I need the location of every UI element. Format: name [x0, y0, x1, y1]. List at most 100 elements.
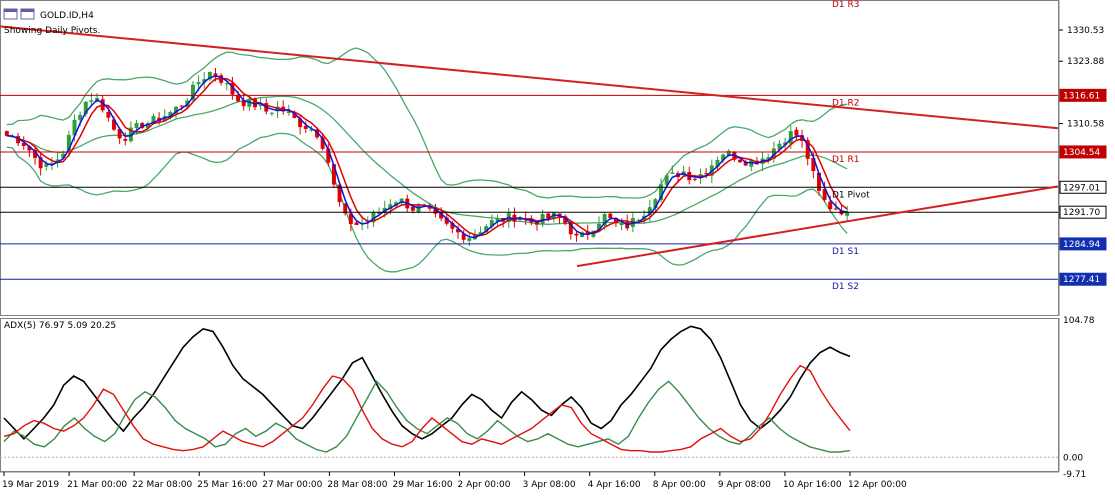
- candle-body: [377, 212, 382, 214]
- candle-body: [348, 213, 353, 224]
- candle-body: [664, 175, 669, 185]
- candle-body: [811, 157, 816, 172]
- candle-body: [399, 198, 404, 204]
- time-axis-label: 28 Mar 08:00: [327, 480, 387, 490]
- time-axis-label: 12 Apr 00:00: [848, 480, 907, 490]
- pivot-name: D1 S2: [832, 282, 859, 292]
- candle-body: [89, 100, 94, 102]
- candle-body: [771, 148, 776, 159]
- candle-body: [777, 143, 782, 150]
- candle-body: [704, 173, 709, 175]
- candle-body: [117, 129, 122, 139]
- candle-body: [258, 103, 263, 106]
- candle-body: [66, 134, 71, 153]
- candle-body: [568, 221, 573, 235]
- candle-body: [619, 222, 624, 226]
- indicator-axis-label: 0.00: [1063, 453, 1083, 463]
- candle-body: [140, 122, 145, 128]
- candle-body: [286, 111, 291, 113]
- candle-body: [817, 172, 821, 191]
- candle-body: [563, 216, 568, 224]
- candle-body: [253, 98, 257, 108]
- time-axis-label: 21 Mar 00:00: [67, 480, 127, 490]
- candle-body: [608, 213, 613, 218]
- time-axis-label: 19 Mar 2019: [2, 480, 59, 490]
- pivot-name: D1 R1: [832, 155, 860, 165]
- candle-body: [207, 71, 212, 80]
- candle-body: [738, 159, 742, 163]
- candle-body: [670, 172, 675, 174]
- symbol-title: GOLD.ID,H4: [40, 11, 94, 21]
- candle-body: [354, 222, 359, 226]
- bollinger-upper: [6, 47, 848, 199]
- price-panel-frame: [0, 0, 1059, 316]
- moving-average-fast: [6, 75, 848, 239]
- candle-body: [647, 207, 652, 215]
- candle-body: [112, 119, 116, 130]
- pivot-price-tag-label: 1277.41: [1063, 275, 1100, 285]
- time-axis-label: 4 Apr 16:00: [588, 480, 641, 490]
- candle-body: [38, 157, 43, 169]
- candle-body: [10, 136, 15, 138]
- candle-body: [292, 112, 297, 118]
- indicator-axis-label: -9.71: [1063, 470, 1086, 480]
- candle-body: [224, 83, 229, 85]
- candle-body: [388, 204, 393, 210]
- candle-body: [123, 139, 128, 141]
- plus-di-line: [3, 380, 851, 453]
- pivot-price-tag: [1059, 180, 1107, 194]
- candle-body: [78, 114, 83, 120]
- pivot-name: D1 Pivot: [832, 190, 870, 200]
- candle-body: [456, 228, 460, 233]
- candle-body: [303, 125, 308, 129]
- candle-body: [410, 206, 415, 211]
- trendlines: [0, 25, 1059, 268]
- candle-body: [371, 212, 376, 223]
- candle-body: [828, 201, 833, 210]
- current-price-tag-label: 1291.70: [1063, 208, 1100, 218]
- time-axis-label: 9 Apr 08:00: [718, 480, 771, 490]
- candle-body: [721, 154, 726, 161]
- candle-body: [49, 162, 54, 164]
- time-axis-label: 29 Mar 16:00: [392, 480, 452, 490]
- candle-body: [27, 146, 32, 151]
- time-axis-label: 8 Apr 00:00: [653, 480, 706, 490]
- candle-body: [230, 82, 235, 95]
- candle-body: [461, 233, 466, 240]
- candle-body: [653, 199, 658, 209]
- candle-body: [72, 119, 77, 136]
- pivot-name: D1 S1: [832, 247, 859, 257]
- time-axis-label: 10 Apr 16:00: [783, 480, 842, 490]
- candle-body: [484, 226, 489, 233]
- chart-header: GOLD.ID,H4 Showing Daily Pivots. D1 R3: [3, 0, 860, 36]
- candle-body: [845, 212, 850, 216]
- candle-body: [783, 142, 788, 146]
- adx-label: ADX(5) 76.97 5.09 20.25: [4, 321, 116, 331]
- candle-body: [326, 148, 331, 163]
- candle-body: [574, 233, 579, 236]
- candle-body: [145, 123, 150, 128]
- candle-body: [21, 143, 26, 146]
- pivot-name: D1 R2: [832, 98, 860, 108]
- candle-body: [315, 129, 319, 138]
- candle-body: [585, 231, 590, 236]
- candle-body: [343, 203, 348, 214]
- candle-body: [833, 208, 838, 210]
- candle-body: [298, 118, 303, 128]
- candle-body: [433, 207, 438, 214]
- candle-body: [450, 222, 455, 229]
- candle-body: [61, 153, 66, 159]
- time-axis-label: 25 Mar 16:00: [197, 480, 257, 490]
- candle-body: [535, 221, 539, 225]
- candle-body: [309, 129, 314, 131]
- candle-body: [478, 232, 483, 235]
- price-axis-label: 1310.58: [1067, 120, 1104, 130]
- candle-body: [613, 218, 618, 224]
- candle-body: [128, 127, 133, 142]
- ascending-trendline: [576, 185, 1059, 268]
- time-axis-label: 3 Apr 08:00: [523, 480, 576, 490]
- candle-body: [439, 212, 444, 219]
- candle-body: [320, 137, 325, 149]
